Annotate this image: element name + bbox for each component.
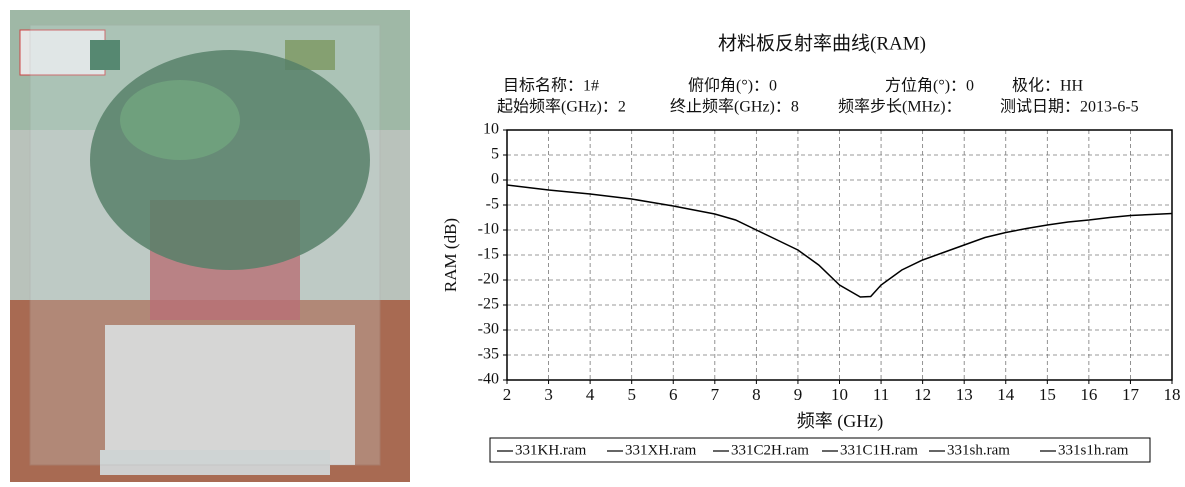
x-tick-label: 6 xyxy=(669,385,678,404)
chart-title: 材料板反射率曲线(RAM) xyxy=(718,32,926,54)
x-tick-label: 14 xyxy=(997,385,1015,404)
y-tick-label: 5 xyxy=(491,146,499,163)
info-text: 方位角(°)：0 xyxy=(885,77,974,95)
legend-label: 331C2H.ram xyxy=(731,442,809,458)
page: {"chart_data": { "type": "line", "title"… xyxy=(0,0,1185,487)
info-text: 俯仰角(°)：0 xyxy=(688,77,777,95)
legend-box xyxy=(490,438,1150,462)
x-tick-label: 18 xyxy=(1164,385,1181,404)
legend-label: 331C1H.ram xyxy=(840,442,918,458)
info-text: 测试日期：2013-6-5 xyxy=(1000,98,1139,116)
legend-label: 331sh.ram xyxy=(947,442,1010,458)
y-axis-label: RAM (dB) xyxy=(441,218,460,292)
figure: 材料板反射率曲线(RAM) RAM (dB) 频率 (GHz) 目标名称：1# 俯… xyxy=(0,0,1185,487)
y-tick-label: 0 xyxy=(491,171,499,188)
y-tick-label: -25 xyxy=(478,296,499,313)
legend-label: 331s1h.ram xyxy=(1058,442,1129,458)
info-text: 极化：HH xyxy=(1012,77,1084,95)
info-text: 起始频率(GHz)：2 xyxy=(497,98,626,116)
x-tick-label: 4 xyxy=(586,385,595,404)
legend-label: 331XH.ram xyxy=(625,442,697,458)
y-tick-label: -30 xyxy=(478,321,499,338)
legend-label: 331KH.ram xyxy=(515,442,587,458)
x-tick-label: 12 xyxy=(914,385,931,404)
y-tick-label: -5 xyxy=(486,196,499,213)
x-tick-label: 15 xyxy=(1039,385,1056,404)
y-tick-label: -35 xyxy=(478,346,499,363)
x-tick-label: 3 xyxy=(544,385,553,404)
photo xyxy=(10,10,410,482)
info-text: 终止频率(GHz)：8 xyxy=(670,98,799,116)
x-tick-label: 10 xyxy=(831,385,848,404)
x-tick-label: 17 xyxy=(1122,385,1140,404)
x-axis-label: 频率 (GHz) xyxy=(797,411,883,432)
x-tick-label: 8 xyxy=(752,385,761,404)
info-text: 目标名称：1# xyxy=(503,77,599,95)
x-tick-label: 13 xyxy=(956,385,973,404)
x-tick-label: 2 xyxy=(503,385,512,404)
info-text: 频率步长(MHz)： xyxy=(838,98,962,116)
y-tick-label: -40 xyxy=(478,371,499,388)
y-tick-label: 10 xyxy=(483,121,499,138)
x-tick-label: 16 xyxy=(1080,385,1097,404)
x-tick-label: 11 xyxy=(873,385,889,404)
y-tick-label: -20 xyxy=(478,271,499,288)
y-tick-label: -10 xyxy=(478,221,499,238)
x-tick-label: 5 xyxy=(627,385,636,404)
x-tick-label: 9 xyxy=(794,385,803,404)
x-tick-label: 7 xyxy=(711,385,720,404)
y-tick-label: -15 xyxy=(478,246,499,263)
